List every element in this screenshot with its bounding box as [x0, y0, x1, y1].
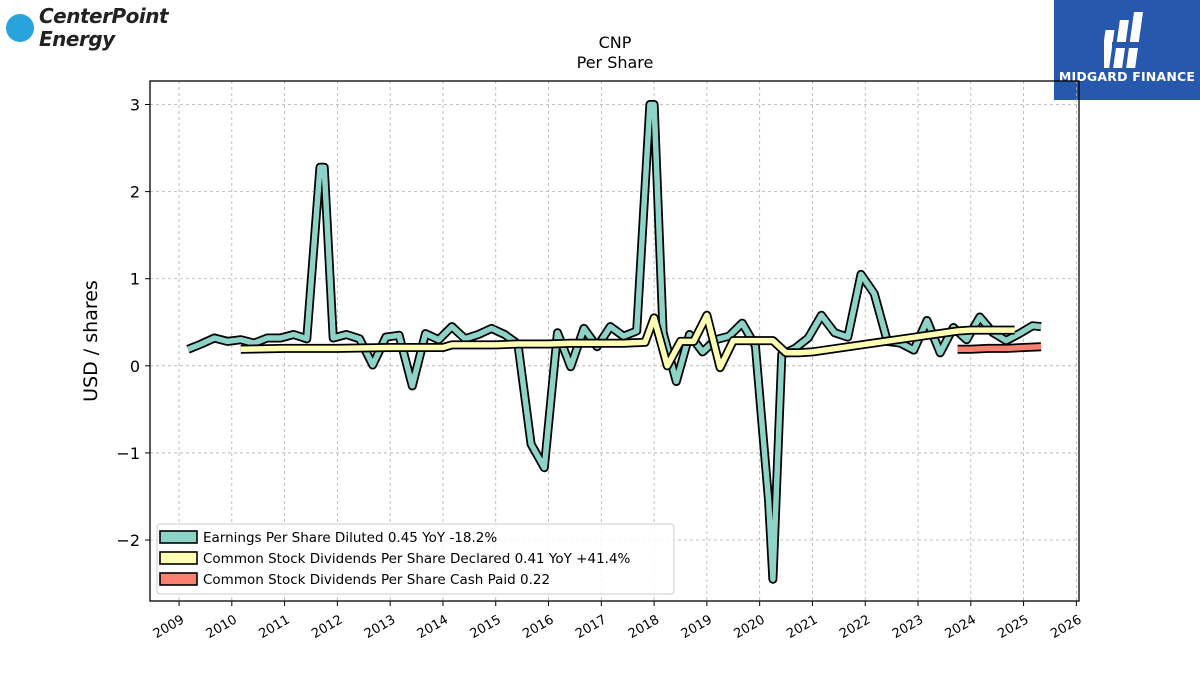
- y-tick-label: 0: [130, 357, 140, 376]
- legend-box: [156, 523, 675, 595]
- legend-swatch: [159, 530, 198, 544]
- legend-item: Common Stock Dividends Per Share Cash Pa…: [159, 572, 550, 588]
- y-axis-label: USD / shares: [80, 280, 102, 402]
- x-tick-label: 2017: [573, 612, 609, 642]
- x-tick-label: 2011: [256, 612, 292, 642]
- x-tick-label: 2026: [1048, 612, 1084, 642]
- legend-swatch: [159, 551, 198, 565]
- x-tick-label: 2025: [995, 612, 1031, 642]
- x-tick-label: 2014: [415, 612, 451, 642]
- x-tick-label: 2012: [309, 612, 345, 642]
- y-tick-label: −2: [116, 531, 140, 550]
- legend-label: Common Stock Dividends Per Share Cash Pa…: [203, 572, 550, 588]
- y-tick-label: 2: [130, 183, 140, 202]
- legend: Earnings Per Share Diluted 0.45 YoY -18.…: [156, 523, 675, 595]
- x-tick-label: 2022: [837, 612, 873, 642]
- legend-item: Common Stock Dividends Per Share Declare…: [159, 551, 631, 567]
- series-line: [957, 343, 1042, 353]
- x-tick-label: 2015: [468, 612, 504, 642]
- x-tick-label: 2009: [151, 612, 187, 642]
- legend-swatch: [159, 572, 198, 586]
- series-lines: [186, 100, 1042, 584]
- x-tick-label: 2010: [204, 612, 240, 642]
- midgard-finance-logo: MIDGARD FINANCE: [1054, 0, 1200, 100]
- x-tick-label: 2021: [784, 612, 820, 642]
- x-tick-label: 2013: [362, 612, 398, 642]
- series-line: [240, 312, 1015, 371]
- legend-item: Earnings Per Share Diluted 0.45 YoY -18.…: [159, 530, 497, 546]
- x-tick-label: 2020: [731, 612, 767, 642]
- series-dividends-cash-paid: [957, 342, 1042, 354]
- series-dividends-declared: [240, 310, 1015, 373]
- x-tick-label: 2024: [943, 612, 979, 642]
- x-tick-label: 2019: [679, 612, 715, 642]
- centerpoint-logo-line2: Energy: [39, 27, 115, 51]
- x-tick-label: 2016: [520, 612, 556, 642]
- centerpoint-logo-icon: [6, 14, 34, 42]
- y-tick-label: 3: [130, 96, 140, 115]
- midgard-finance-brand: MIDGARD FINANCE: [1058, 69, 1196, 84]
- legend-label: Earnings Per Share Diluted 0.45 YoY -18.…: [203, 530, 497, 546]
- x-tick-label: 2018: [626, 612, 662, 642]
- midgard-finance-mark-icon: [1104, 12, 1143, 68]
- legend-label: Common Stock Dividends Per Share Declare…: [203, 551, 631, 567]
- y-tick-label: 1: [130, 270, 140, 289]
- x-tick-label: 2023: [890, 612, 926, 642]
- centerpoint-logo: CenterPoint Energy: [6, 4, 169, 54]
- plot-frame: [149, 80, 1080, 602]
- centerpoint-logo-line1: CenterPoint: [39, 4, 169, 28]
- chart-subtitle: Per Share: [577, 53, 654, 72]
- chart-title: CNP: [599, 33, 632, 52]
- y-tick-label: −1: [116, 444, 140, 463]
